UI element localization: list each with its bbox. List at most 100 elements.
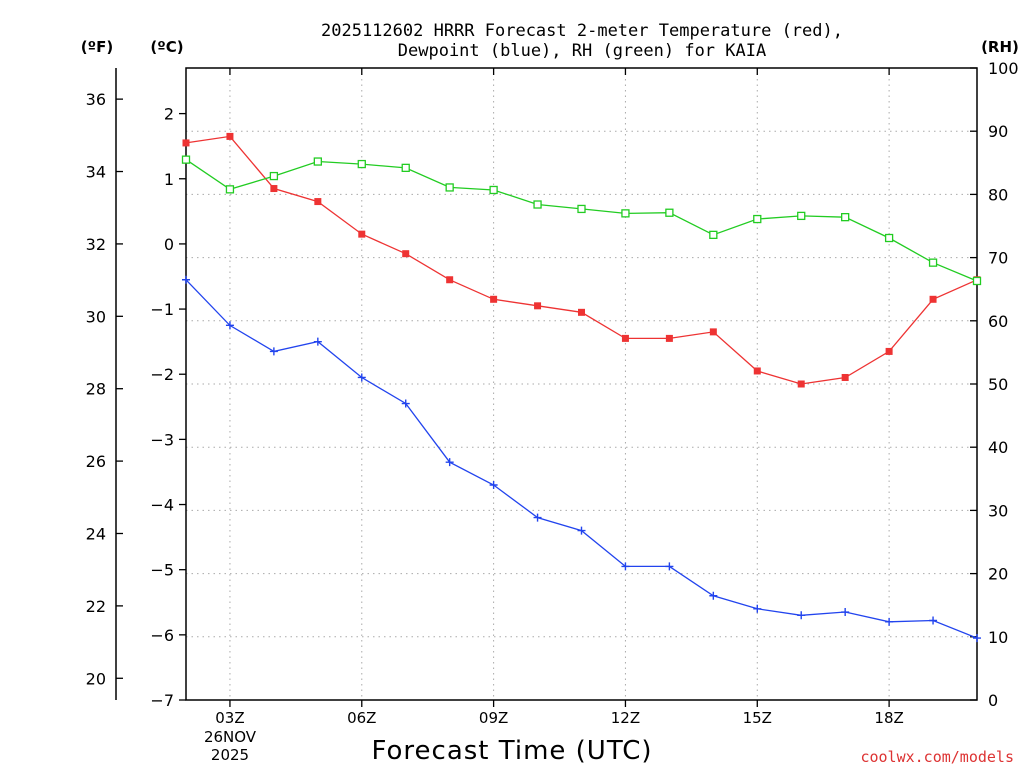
celsius-tick-label: 0 — [164, 235, 174, 254]
rh-point — [753, 214, 762, 224]
rh-tick-label: 50 — [988, 375, 1008, 394]
dewpoint-point — [885, 617, 894, 626]
temperature-point — [665, 334, 673, 342]
temperature-point — [885, 347, 893, 355]
rh-tick-label: 40 — [988, 438, 1008, 457]
time-tick-label: 03Z — [215, 709, 244, 727]
rh-point — [181, 155, 191, 164]
celsius-tick-label: −2 — [150, 365, 174, 384]
celsius-tick-label: −6 — [150, 626, 174, 645]
dewpoint-point — [665, 562, 674, 571]
rh-tick-label: 70 — [988, 249, 1008, 268]
temperature-point — [226, 132, 234, 140]
temperature-point — [314, 198, 322, 206]
celsius-tick-label: 2 — [164, 105, 174, 124]
dewpoint-point — [797, 611, 806, 620]
x-axis-label: Forecast Time (UTC) — [371, 736, 652, 766]
rh-point — [665, 208, 674, 217]
dewpoint-point — [489, 480, 498, 489]
fahrenheit-tick-label: 22 — [86, 597, 106, 616]
fahrenheit-axis-ticks: 36 34 32 30 28 26 24 22 20 — [86, 90, 123, 688]
temperature-point — [753, 367, 761, 375]
rh-point — [928, 258, 938, 267]
dewpoint-point — [182, 275, 190, 284]
time-tick-label: 06Z — [347, 709, 376, 727]
temperature-point — [270, 185, 278, 193]
rh-point — [489, 185, 498, 195]
temperature-series — [182, 132, 981, 388]
temperature-point — [182, 139, 190, 147]
rh-tick-label: 30 — [988, 501, 1008, 520]
rh-point — [972, 276, 982, 286]
dewpoint-point — [269, 347, 278, 356]
dewpoint-point — [753, 604, 762, 613]
temperature-point — [402, 250, 410, 258]
dewpoint-point — [709, 591, 718, 600]
rh-point — [225, 185, 235, 194]
rh-series — [181, 155, 982, 286]
rh-point — [577, 204, 586, 214]
dewpoint-point — [973, 634, 981, 643]
temperature-point — [446, 276, 454, 284]
grid-lines — [186, 68, 977, 700]
dewpoint-point — [313, 337, 322, 346]
rh-point — [445, 183, 454, 192]
rh-point — [709, 230, 718, 239]
rh-point — [313, 157, 322, 166]
time-tick-label: 18Z — [874, 709, 903, 727]
time-tick-label: 09Z — [479, 709, 508, 727]
dewpoint-point — [445, 458, 454, 467]
dewpoint-point — [841, 608, 850, 617]
rh-point — [269, 171, 279, 181]
rh-unit-label: (RH) — [981, 38, 1019, 56]
date-label-year: 2025 — [211, 746, 249, 764]
fahrenheit-tick-label: 32 — [86, 235, 106, 254]
temperature-point — [929, 295, 937, 303]
rh-tick-label: 60 — [988, 312, 1008, 331]
rh-point — [401, 163, 410, 173]
temperature-line — [185, 135, 978, 385]
date-label-day: 26NOV — [204, 728, 257, 746]
chart-title-line2: Dewpoint (blue), RH (green) for KAIA — [398, 41, 766, 61]
fahrenheit-tick-label: 26 — [86, 452, 106, 471]
time-axis-ticks: 03Z 06Z 09Z 12Z 15Z 18Z — [215, 68, 904, 727]
temperature-point — [621, 334, 629, 342]
dewpoint-point — [401, 399, 410, 408]
dewpoint-line — [185, 279, 978, 639]
celsius-unit-label: (ºC) — [150, 38, 183, 56]
fahrenheit-tick-label: 20 — [86, 669, 106, 688]
fahrenheit-tick-label: 24 — [86, 524, 106, 543]
rh-tick-label: 90 — [988, 122, 1008, 141]
dewpoint-point — [225, 321, 234, 330]
time-tick-label: 12Z — [611, 709, 640, 727]
dewpoint-point — [357, 373, 366, 382]
rh-point — [797, 211, 806, 221]
fahrenheit-tick-label: 36 — [86, 90, 106, 109]
time-tick-label: 15Z — [743, 709, 772, 727]
dewpoint-point — [533, 513, 542, 522]
dewpoint-point — [577, 526, 586, 535]
rh-tick-label: 10 — [988, 628, 1008, 647]
temperature-point — [534, 302, 542, 310]
temperature-point — [709, 328, 717, 336]
celsius-tick-label: −5 — [150, 561, 174, 580]
chart-title-line1: 2025112602 HRRR Forecast 2-meter Tempera… — [321, 21, 843, 41]
rh-tick-label: 100 — [988, 59, 1019, 78]
temperature-point — [797, 380, 805, 388]
rh-point — [841, 213, 850, 222]
fahrenheit-tick-label: 30 — [86, 307, 106, 326]
data-series — [181, 132, 982, 643]
rh-point — [884, 233, 894, 243]
celsius-tick-label: −4 — [150, 496, 174, 515]
axes — [115, 67, 978, 701]
temperature-point — [490, 295, 498, 303]
rh-tick-label: 80 — [988, 185, 1008, 204]
celsius-tick-label: 1 — [164, 170, 174, 189]
temperature-point — [841, 373, 849, 381]
temperature-point — [358, 230, 366, 238]
temperature-point — [578, 308, 585, 316]
celsius-tick-label: −3 — [150, 430, 174, 449]
celsius-tick-label: −7 — [150, 691, 174, 710]
